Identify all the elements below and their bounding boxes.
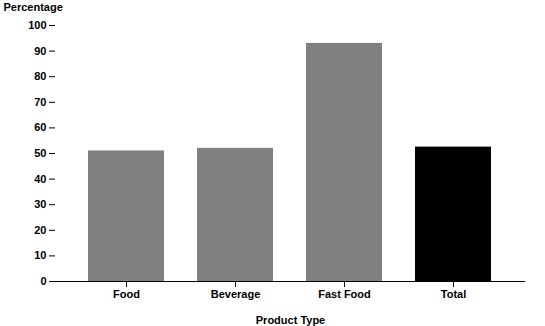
- svg-text:40: 40: [34, 173, 46, 185]
- svg-text:50: 50: [34, 147, 46, 159]
- svg-text:60: 60: [34, 121, 46, 133]
- svg-text:Fast Food: Fast Food: [318, 288, 371, 300]
- svg-text:Beverage: Beverage: [211, 288, 261, 300]
- svg-text:0: 0: [40, 275, 46, 287]
- svg-text:Total: Total: [441, 288, 466, 300]
- svg-text:30: 30: [34, 198, 46, 210]
- svg-text:70: 70: [34, 96, 46, 108]
- svg-text:80: 80: [34, 70, 46, 82]
- svg-text:20: 20: [34, 224, 46, 236]
- svg-text:10: 10: [34, 249, 46, 261]
- svg-text:Product Type: Product Type: [256, 314, 325, 326]
- svg-text:Food: Food: [113, 288, 140, 300]
- svg-text:Percentage: Percentage: [4, 1, 63, 13]
- svg-text:90: 90: [34, 45, 46, 57]
- svg-text:100: 100: [28, 19, 46, 31]
